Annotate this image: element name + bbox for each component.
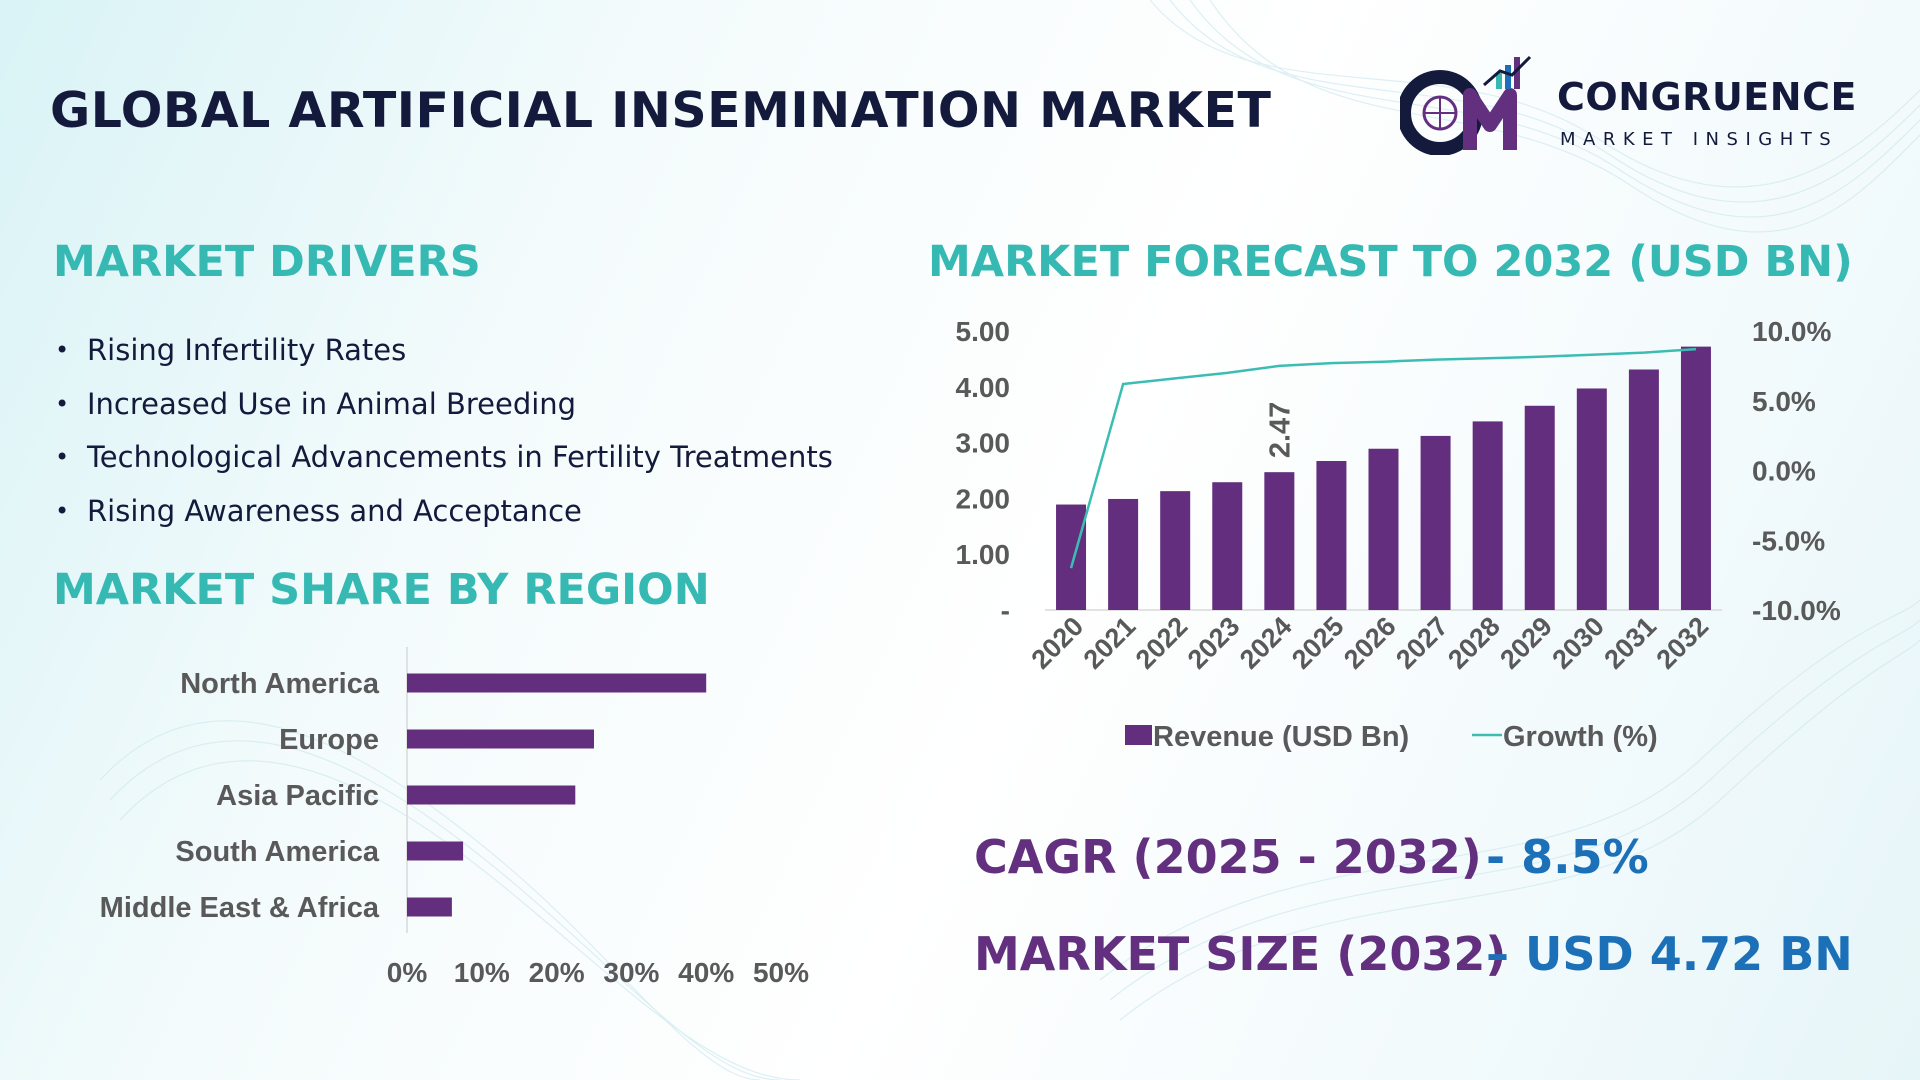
revenue-bar [1264,472,1295,610]
list-item: • Technological Advancements in Fertility… [55,440,833,494]
region-category-label: Europe [279,724,379,756]
logo-mark-icon [1397,55,1532,156]
region-bar [407,729,594,749]
region-bar [407,841,464,861]
revenue-bar [1628,369,1659,610]
region-category-label: Asia Pacific [216,780,379,812]
legend-label-revenue: Revenue (USD Bn) [1153,721,1409,753]
logo-name: CONGRUENCE [1557,75,1857,119]
driver-label: Rising Awareness and Acceptance [87,493,582,528]
data-label: 2.47 [1264,402,1296,458]
revenue-bar [1056,504,1087,610]
revenue-bar [1420,435,1451,610]
page-title: GLOBAL ARTIFICIAL INSEMINATION MARKET [50,82,1272,139]
legend-label-growth: Growth (%) [1503,721,1658,753]
region-category-label: North America [180,668,380,700]
region-share-heading: MARKET SHARE BY REGION [53,565,710,615]
region-x-tick-label: 30% [603,957,659,988]
list-item: • Rising Infertility Rates [55,333,833,387]
revenue-bar [1576,388,1607,610]
bullet-icon: • [55,336,70,364]
x-tick-label: 2022 [1130,611,1194,675]
region-x-tick-label: 40% [678,957,734,988]
y-right-tick-label: 5.0% [1752,386,1816,417]
region-x-tick-label: 20% [529,957,585,988]
x-tick-label: 2029 [1494,611,1558,675]
x-tick-label: 2028 [1442,611,1506,675]
revenue-bar [1524,405,1555,610]
y-left-tick-label: 5.00 [956,316,1011,347]
region-x-tick-label: 10% [454,957,510,988]
market-size-value: – USD 4.72 BN [1486,927,1853,981]
logo-subtitle: MARKET INSIGHTS [1560,129,1839,150]
forecast-heading: MARKET FORECAST TO 2032 (USD BN) [928,237,1853,287]
y-left-tick-label: 4.00 [956,372,1011,403]
x-tick-label: 2032 [1651,611,1715,675]
x-tick-label: 2026 [1338,611,1402,675]
y-left-tick-label: 3.00 [956,428,1011,459]
region-bar [407,673,707,693]
y-right-tick-label: -5.0% [1752,525,1825,556]
region-category-label: South America [175,836,379,868]
revenue-bar [1368,448,1399,610]
driver-label: Increased Use in Animal Breeding [87,386,577,421]
revenue-bar [1680,346,1711,610]
drivers-list: • Rising Infertility Rates • Increased Use… [55,333,833,547]
market-size-label: MARKET SIZE (2032) [974,927,1507,981]
region-x-tick-label: 50% [753,957,809,988]
revenue-bar [1108,498,1139,610]
x-tick-label: 2023 [1182,611,1246,675]
cagr-value: - 8.5% [1486,830,1649,884]
bullet-icon: • [55,443,70,471]
x-tick-label: 2025 [1286,611,1350,675]
driver-label: Rising Infertility Rates [87,333,407,367]
y-left-tick-label: 2.00 [956,483,1011,514]
driver-label: Technological Advancements in Fertility … [87,440,833,474]
list-item: • Increased Use in Animal Breeding [55,387,833,441]
list-item: • Rising Awareness and Acceptance [55,494,833,548]
x-tick-label: 2021 [1078,611,1142,675]
growth-line [1069,347,1697,569]
cagr-label: CAGR (2025 - 2032) [974,830,1482,884]
region-category-label: Middle East & Africa [100,892,380,924]
revenue-bar [1212,482,1243,610]
region-bar [407,897,452,917]
y-left-tick-label: - [1001,595,1010,626]
bullet-icon: • [55,496,70,525]
revenue-bar [1472,421,1503,610]
bullet-icon: • [55,389,70,418]
brand-logo: CONGRUENCE MARKET INSIGHTS [1397,55,1870,156]
region-bar [407,785,576,805]
x-tick-label: 2031 [1598,611,1662,675]
revenue-bar [1316,461,1347,610]
market-drivers-heading: MARKET DRIVERS [53,237,481,287]
revenue-bar [1160,491,1191,610]
y-right-tick-label: 10.0% [1752,316,1831,347]
legend-swatch-revenue [1125,725,1152,745]
y-right-tick-label: 0.0% [1752,456,1816,487]
x-tick-label: 2027 [1390,611,1454,675]
region-x-tick-label: 0% [387,957,428,988]
y-left-tick-label: 1.00 [956,539,1011,570]
y-right-tick-label: -10.0% [1752,595,1841,626]
x-tick-label: 2024 [1234,611,1298,675]
x-tick-label: 2020 [1026,611,1090,675]
x-tick-label: 2030 [1546,611,1610,675]
